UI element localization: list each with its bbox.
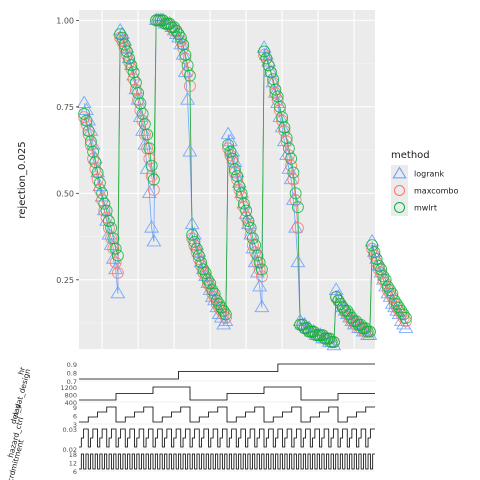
legend-title: method: [391, 150, 430, 161]
legend-label-mwlrt: mwlrt: [414, 204, 437, 213]
y-tick-label: 0.75: [56, 103, 74, 112]
y-tick-label: 1.00: [56, 16, 74, 25]
y-tick-label: 0.25: [56, 276, 74, 285]
y-axis-label: rejection_0.025: [17, 141, 28, 218]
step-tick-label: 12: [69, 460, 77, 468]
step-tick-label: 0.03: [63, 426, 77, 434]
step-tick-label: 6: [73, 413, 77, 421]
step-tick-label: 18: [69, 451, 77, 459]
step-tick-label: 9: [73, 404, 77, 412]
legend-label-logrank: logrank: [414, 170, 444, 179]
legend-key-box: [391, 182, 408, 199]
step-tick-label: 0.9: [67, 361, 77, 369]
legend-label-maxcombo: maxcombo: [414, 187, 458, 196]
y-tick-label: 0.50: [56, 189, 74, 198]
step-tick-label: 0.8: [67, 370, 77, 378]
step-tick-label: 6: [73, 468, 77, 476]
legend-key-box: [391, 199, 408, 216]
